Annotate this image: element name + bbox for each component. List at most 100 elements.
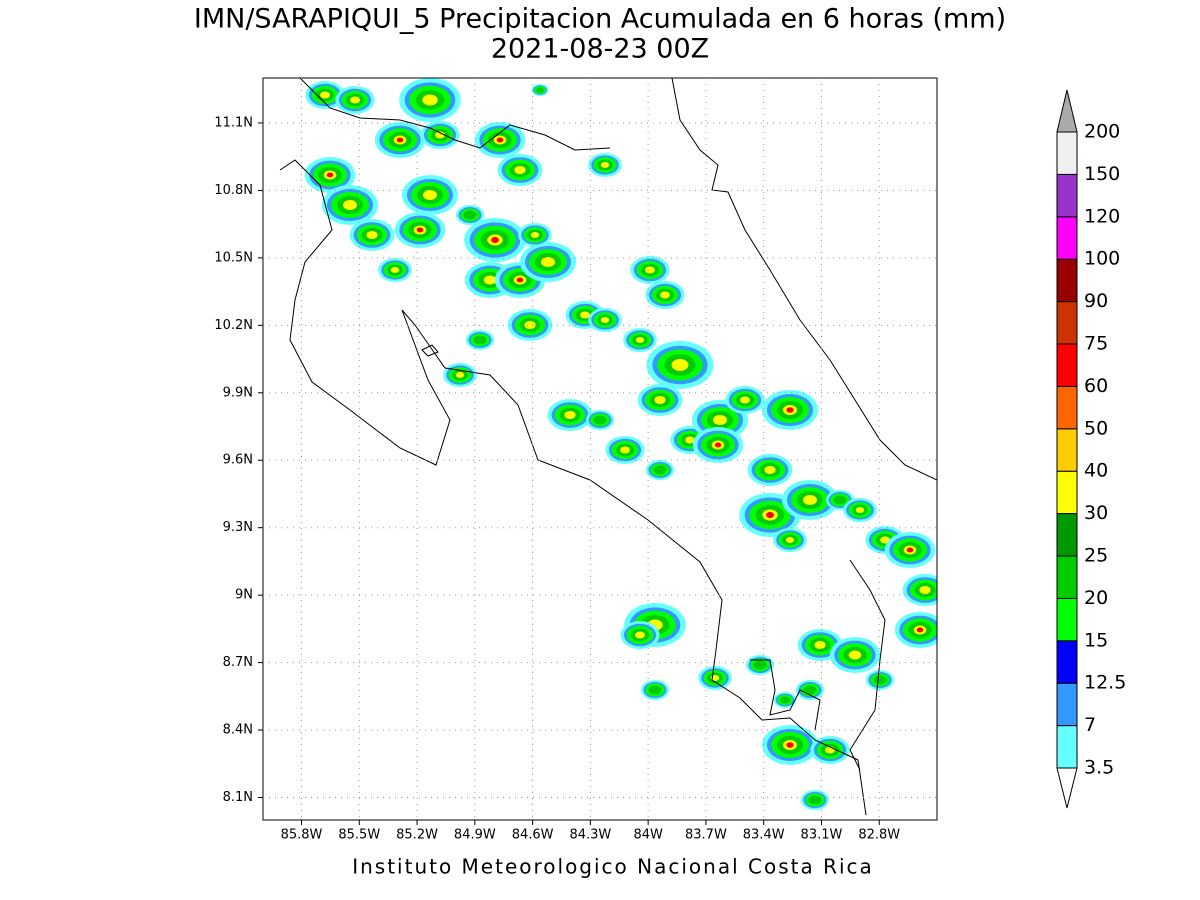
rain-cell [343,200,357,210]
rain-cell [416,227,424,233]
x-tick-label: 82.8W [858,828,900,843]
colorbar-box [1056,428,1078,472]
rain-cell [764,466,776,474]
rain-cell [635,631,645,639]
y-tick-label: 9.9N [223,385,253,400]
rain-cell [654,396,666,404]
colorbar-box [1056,385,1078,430]
rain-cell [645,266,655,274]
y-tick-label: 8.4N [223,723,253,738]
island [421,344,439,357]
y-tick-label: 11.1N [214,115,253,130]
colorbar-label: 150 [1084,163,1120,185]
colorbar-box [1056,258,1078,303]
colorbar-label: 20 [1084,587,1108,609]
rain-cell [350,96,360,104]
rain-cell [814,641,826,649]
rain-cell [491,236,499,244]
colorbar-box [1056,725,1078,769]
rain-cell [620,446,630,454]
rain-cell [808,795,822,805]
rain-cell [524,321,536,329]
rain-cell [593,415,607,425]
rain-cell [455,372,465,378]
rain-cell [320,91,330,99]
y-tick-label: 9.6N [223,453,253,468]
colorbar-box [1056,555,1078,599]
rain-cell [326,172,334,178]
colorbar-label: 90 [1084,290,1108,312]
rain-cell [564,411,576,419]
rain-cell [916,627,924,633]
rain-cell [880,536,890,544]
colorbar-label: 40 [1084,460,1108,482]
rain-cell [541,257,555,267]
y-tick-label: 10.2N [214,318,253,333]
x-tick-label: 83.7W [685,828,727,843]
rain-cell [753,660,767,670]
rain-cell [714,442,722,448]
rain-cell [766,511,774,519]
rain-cell [396,137,404,143]
map-frame [262,77,938,821]
x-tick-label: 84.3W [569,828,611,843]
rain-cell [635,337,645,343]
x-tick-label: 84W [633,828,663,843]
precipitation-field [304,78,937,810]
rain-cell [786,742,794,748]
rain-cell [825,746,835,754]
caribbean-coast [671,78,937,481]
rain-cell [496,137,504,143]
rain-cell [423,190,437,200]
rain-cell [833,495,847,505]
rain-cell [713,415,727,425]
colorbar-box [1056,513,1078,557]
map-subtitle: 2021-08-23 00Z [491,34,709,65]
rain-cell [740,396,750,404]
rain-cell [648,685,662,695]
colorbar-box [1056,216,1078,260]
colorbar-box [1056,301,1078,345]
colorbar-box [1056,173,1078,218]
rain-cell [671,359,689,371]
y-tick-label: 10.5N [214,250,253,265]
y-tick-label: 8.7N [223,655,253,670]
colorbar-box [1056,131,1078,175]
rain-cell [906,547,914,553]
rain-cell [803,685,817,695]
colorbar-label: 15 [1084,629,1108,651]
y-tick-label: 8.1N [223,790,253,805]
map-footer: Instituto Meteorologico Nacional Costa R… [352,855,874,879]
y-tick-label: 9N [235,588,253,603]
rain-cell [483,275,497,285]
rain-cell [463,210,477,220]
y-tick-label: 9.3N [223,520,253,535]
coastline [279,78,937,816]
rain-cell [390,267,400,273]
x-tick-label: 85.2W [396,828,438,843]
rain-cell [580,311,590,319]
x-tick-label: 83.1W [801,828,843,843]
rain-cell [366,231,378,239]
rain-cell [516,277,524,283]
rain-cell [873,675,887,685]
rain-cell [779,696,791,704]
x-tick-label: 85.8W [281,828,323,843]
map-title: IMN/SARAPIQUI_5 Precipitacion Acumulada … [194,4,1006,35]
rain-cell [530,232,540,238]
x-tick-label: 83.4W [743,828,785,843]
colorbar-label: 30 [1084,502,1108,524]
rain-cell [600,162,610,168]
colorbar-label: 50 [1084,417,1108,439]
rain-cell [600,317,610,323]
rain-cell [660,291,670,299]
colorbar-box [1056,682,1078,727]
rain-cell [685,436,695,444]
rain-cell [422,94,438,106]
rain-cell [536,87,544,93]
colorbar-label: 25 [1084,545,1108,567]
colorbar-box [1056,597,1078,642]
rain-cell [785,537,795,543]
colorbar-arrow [1056,89,1078,133]
